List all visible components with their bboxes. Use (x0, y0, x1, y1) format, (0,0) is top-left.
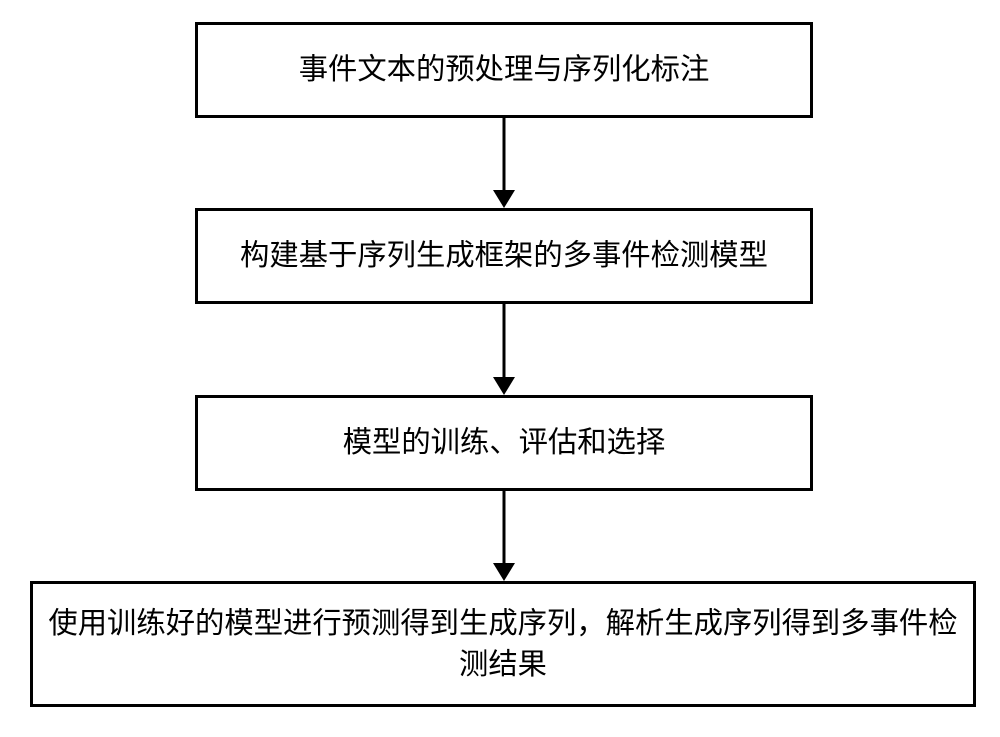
flowchart-node-label: 模型的训练、评估和选择 (208, 424, 800, 462)
flowchart-node-label: 事件文本的预处理与序列化标注 (208, 51, 800, 89)
flowchart-node-step1: 事件文本的预处理与序列化标注 (195, 22, 813, 118)
flowchart-node-step4: 使用训练好的模型进行预测得到生成序列，解析生成序列得到多事件检测结果 (30, 581, 976, 707)
arrow-shaft (503, 304, 506, 377)
flowchart-canvas: 事件文本的预处理与序列化标注构建基于序列生成框架的多事件检测模型模型的训练、评估… (0, 0, 1000, 737)
arrow-head-icon (493, 563, 515, 581)
flowchart-node-step3: 模型的训练、评估和选择 (195, 395, 813, 491)
arrow-shaft (503, 118, 506, 190)
flowchart-node-step2: 构建基于序列生成框架的多事件检测模型 (195, 208, 813, 304)
flowchart-node-label: 使用训练好的模型进行预测得到生成序列，解析生成序列得到多事件检测结果 (43, 603, 963, 685)
arrow-head-icon (493, 377, 515, 395)
flowchart-node-label: 构建基于序列生成框架的多事件检测模型 (208, 237, 800, 275)
arrow-head-icon (493, 190, 515, 208)
arrow-shaft (503, 491, 506, 563)
